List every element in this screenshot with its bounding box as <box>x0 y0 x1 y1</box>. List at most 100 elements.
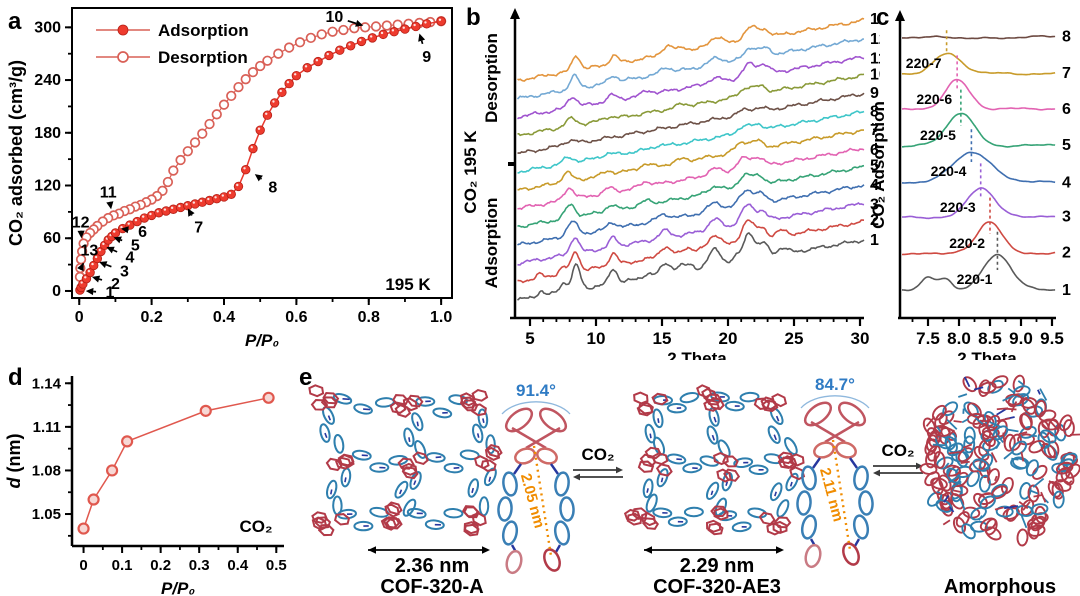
arm-ring <box>502 471 518 497</box>
x-tick-label: 0.3 <box>189 557 210 574</box>
cof-bond <box>471 487 475 494</box>
y-tick-label: 0 <box>52 283 61 300</box>
cof-node-ring <box>772 520 788 534</box>
arm-ring <box>501 520 519 546</box>
imine-bond <box>513 463 522 475</box>
data-point-highlight <box>199 199 203 203</box>
amorphous-bond <box>986 436 996 447</box>
cof-linker-ring <box>667 516 688 527</box>
data-point-highlight <box>84 276 87 279</box>
amorphous-ring <box>1016 528 1029 547</box>
amorphous-bond <box>1029 489 1039 495</box>
cof-node-ring <box>484 446 501 461</box>
amorphous-bond <box>978 515 983 521</box>
bottom-ring <box>543 548 561 572</box>
cof-node-ring <box>642 517 659 530</box>
data-point-filled <box>367 33 378 43</box>
peak-index-label: 220-6 <box>916 91 952 107</box>
cof-bond <box>327 415 332 421</box>
point-number-label: 12 <box>72 214 90 231</box>
amorphous-bond <box>942 462 950 470</box>
data-point-highlight <box>250 146 253 149</box>
amorphous-bond <box>932 443 946 447</box>
amorphous-bond <box>996 417 1011 423</box>
cof-bond <box>725 481 729 487</box>
cof-node-ring <box>322 391 340 405</box>
cof-bond <box>482 418 485 424</box>
spiro-ring <box>536 447 558 465</box>
x-tick-label: 5 <box>525 329 534 348</box>
amorphous-bond <box>994 506 1004 511</box>
length-dotted-line <box>831 439 852 551</box>
data-point-highlight <box>293 73 297 76</box>
amorphous-bond <box>948 476 959 484</box>
bowtie-cross-bond <box>824 420 860 444</box>
cof-bond <box>646 488 649 493</box>
amorphous-ring <box>930 477 948 490</box>
cof-node-ring <box>710 505 728 518</box>
data-point-filled <box>400 24 410 34</box>
panel-label-b: b <box>466 4 481 31</box>
y-axis-label-condition: CO₂ 195 K <box>461 130 480 214</box>
data-point-open <box>283 42 295 53</box>
bowtie-top-ring <box>504 407 534 433</box>
xrd-curve-11 <box>517 55 865 120</box>
cof-linker-ring <box>776 499 790 518</box>
cof-linker-ring <box>443 462 464 474</box>
data-point-open <box>211 109 222 120</box>
amorphous-ring <box>1059 414 1073 432</box>
bowtie-cross-bond <box>511 426 547 450</box>
angle-label: 84.7° <box>815 375 855 394</box>
cof-bond <box>713 416 717 423</box>
annotation-arrow-head <box>91 275 101 283</box>
data-point-highlight <box>178 204 181 208</box>
amorphous-bond <box>961 418 969 424</box>
x-tick-label: 9.0 <box>1009 329 1033 348</box>
length-dotted-line <box>532 445 553 557</box>
amorphous-bond <box>989 421 1003 429</box>
x-tick-label: 0.2 <box>140 309 162 326</box>
data-point-filled <box>284 78 294 89</box>
x-axis-label: P/P₀ <box>245 331 279 350</box>
cof-bond <box>342 398 350 401</box>
amorphous-ring <box>1012 374 1025 393</box>
data-point-highlight <box>156 210 159 213</box>
amorphous-ring <box>1051 481 1064 500</box>
y-tick-label: 300 <box>34 19 61 36</box>
spiro-ring <box>835 441 857 459</box>
x-tick-label: 0.4 <box>227 557 249 574</box>
curve-number-label: 8 <box>870 103 879 120</box>
cof-bond <box>476 433 480 438</box>
x-tick-label: 15 <box>653 329 672 348</box>
cof-linker-ring <box>652 408 664 429</box>
corner-label: 195 K <box>385 275 431 294</box>
amorphous-ring <box>932 424 951 438</box>
x-tick-label: 20 <box>719 329 738 348</box>
amorphous-bond <box>1048 480 1058 487</box>
amorphous-ring <box>978 381 997 394</box>
data-point-filled <box>226 189 236 200</box>
xrd-curve-8 <box>517 110 865 174</box>
data-point-highlight <box>149 212 152 216</box>
peak-index-label: 220-4 <box>931 163 967 179</box>
cof-node-ring <box>385 501 403 516</box>
curve-number-label: 11 <box>870 51 880 68</box>
data-point-open <box>273 48 284 59</box>
curve-number-label: 7 <box>1062 65 1071 82</box>
amorphous-bond <box>1002 394 1015 402</box>
cof-node-ring <box>789 453 805 467</box>
y-axis-arrow <box>510 8 520 19</box>
cof-linker-ring <box>478 496 490 517</box>
cof-linker-ring <box>642 478 654 499</box>
data-point-filled <box>436 16 446 26</box>
annotation-arrow <box>98 278 103 281</box>
cof-linker-ring <box>652 507 673 519</box>
data-point-open <box>240 74 251 85</box>
x-tick-label: 30 <box>851 329 870 348</box>
x-tick-label: 0.4 <box>213 309 235 326</box>
cof-node-ring <box>640 512 657 527</box>
curve-number-label: 1 <box>870 232 879 249</box>
panel-label-e: e <box>299 364 313 391</box>
cof-node-ring <box>394 404 412 418</box>
curve-number-label: 8 <box>1062 29 1071 46</box>
